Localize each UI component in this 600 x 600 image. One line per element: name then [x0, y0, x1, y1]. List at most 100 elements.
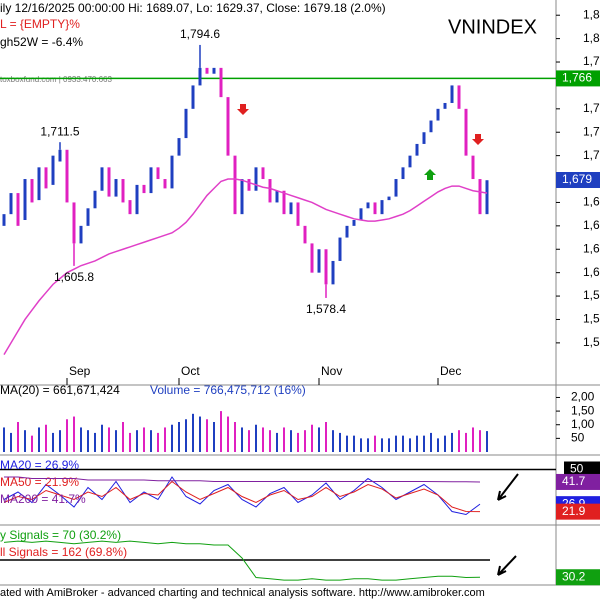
y-tick-label: 50: [571, 431, 585, 445]
pointer-arrow: [497, 473, 519, 501]
volume-bar: [59, 430, 61, 452]
volume-bar: [66, 419, 68, 452]
value-box: [564, 461, 600, 478]
volume-bar: [444, 435, 446, 452]
y-tick-label: 1,6: [583, 218, 600, 232]
volume-bar: [3, 427, 5, 452]
value-box-label: 41.7: [562, 474, 586, 488]
sell-arrow: [472, 134, 484, 145]
value-box: [556, 503, 600, 520]
volume-bar: [339, 432, 341, 452]
x-tick-label: Sep: [69, 364, 91, 378]
volume-bar: [311, 424, 313, 452]
y-tick-label: 1,6: [583, 195, 600, 209]
volume-bar: [206, 419, 208, 452]
volume-bar: [374, 435, 376, 452]
volume-bar: [115, 430, 117, 452]
footer: ated with AmiBroker - advanced charting …: [0, 587, 485, 599]
volume-bar: [269, 430, 271, 452]
volume-bar: [276, 432, 278, 452]
volume-bar: [430, 432, 432, 452]
volume-bar: [423, 435, 425, 452]
volume-bar: [171, 424, 173, 452]
watermark: toxboxfund.com | 0933.470.663: [0, 75, 112, 84]
volume-bar: [451, 432, 453, 452]
header-line: gh52W = -6.4%: [0, 35, 83, 49]
volume-bar: [472, 427, 474, 452]
volume-bar: [360, 438, 362, 452]
volume-bar: [290, 430, 292, 452]
y-tick-label: 1,7: [583, 148, 600, 162]
y-tick-label: 1,5: [583, 312, 600, 326]
volume-bar: [192, 413, 194, 452]
volume-bar: [332, 430, 334, 452]
volume-bar: [136, 430, 138, 452]
volume-bar: [185, 419, 187, 452]
volume-bar: [353, 435, 355, 452]
header-line: L = {EMPTY}%: [0, 17, 80, 31]
symbol: VNINDEX: [448, 16, 537, 38]
y-tick-label: 1,50: [571, 403, 595, 417]
pane-frames: [0, 0, 600, 586]
volume-bar: [143, 427, 145, 452]
volume-bar: [416, 435, 418, 452]
value-box: [556, 70, 600, 87]
value-box: [556, 569, 600, 586]
volume-bar: [17, 422, 19, 452]
legend-entry: y Signals = 70 (30.2%): [0, 528, 121, 542]
volume-bar: [283, 427, 285, 452]
pane-subtitle: Volume = 766,475,712 (16%): [150, 383, 306, 397]
volume-bar: [108, 427, 110, 452]
y-tick-label: 1,7: [583, 101, 600, 115]
y-tick-label: 1,5: [583, 288, 600, 302]
value-box: [556, 172, 600, 189]
volume-bar: [325, 422, 327, 452]
value-box-label: 1,766: [562, 71, 592, 85]
volume-bar: [255, 424, 257, 452]
volume-bar: [486, 431, 488, 452]
y-tick-label: 1,8: [583, 7, 600, 21]
value-box: [556, 473, 600, 490]
arrows: [237, 104, 519, 576]
volume-bar: [101, 424, 103, 452]
volume-bar: [479, 430, 481, 452]
x-tick-label: Nov: [321, 364, 342, 378]
volume-bar: [388, 438, 390, 452]
x-tick-label: Oct: [181, 364, 200, 378]
volume-bar: [38, 427, 40, 452]
peak-label: 1,578.4: [306, 302, 346, 316]
volume-bar: [157, 432, 159, 452]
volume-bar: [248, 430, 250, 452]
volume-bar: [262, 427, 264, 452]
value-box-label: 30.2: [562, 569, 586, 583]
volume-bar: [304, 430, 306, 452]
y-tick-label: 1,7: [583, 124, 600, 138]
pointer-arrow: [497, 555, 517, 576]
line: [3, 540, 481, 581]
volume-bar: [465, 432, 467, 452]
volume-bar: [220, 411, 222, 452]
header-info: ily 12/16/2025 00:00:00 Hi: 1689.07, Lo:…: [0, 1, 386, 15]
sell-arrow: [237, 104, 249, 115]
volume-bar: [164, 427, 166, 452]
y-tick-label: 50: [570, 462, 584, 476]
y-tick-label: 1,6: [583, 241, 600, 255]
y-tick-label: 2,00: [571, 390, 595, 404]
volume-bar: [80, 427, 82, 452]
volume-bar: [52, 432, 54, 452]
value-box-label: 21.9: [562, 504, 586, 518]
volume-bar: [381, 438, 383, 452]
legend-entry: ll Signals = 162 (69.8%): [0, 545, 127, 559]
volume-bar: [241, 427, 243, 452]
legend-entry: MA200 = 41.7%: [0, 492, 86, 506]
volume-bar: [437, 438, 439, 452]
peak-label: 1,711.5: [40, 124, 79, 138]
line: [4, 476, 481, 483]
volume-bar: [318, 427, 320, 452]
volume-bar: [31, 435, 33, 452]
volume-bar: [87, 430, 89, 452]
volume-bar: [227, 416, 229, 452]
volume-bar: [178, 422, 180, 452]
